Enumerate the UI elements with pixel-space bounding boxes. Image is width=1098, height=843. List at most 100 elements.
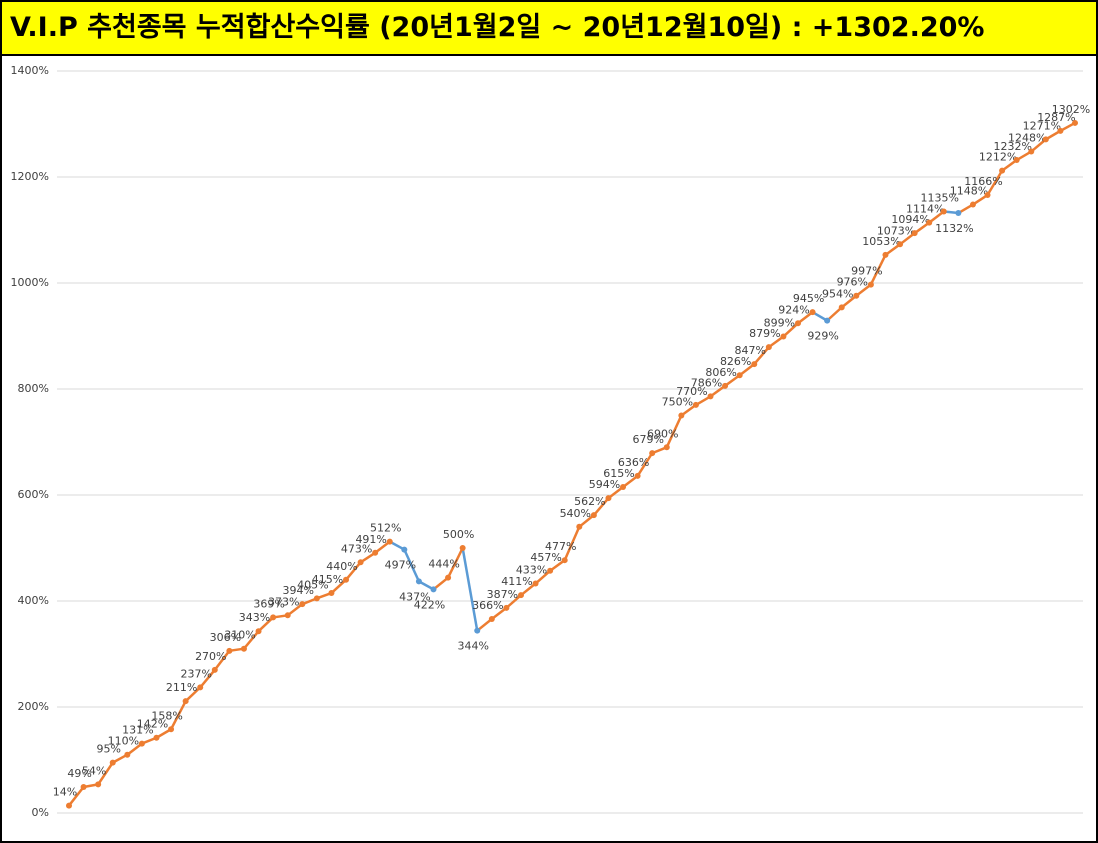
data-label: 636%	[618, 456, 649, 469]
point	[678, 412, 685, 419]
point	[838, 304, 845, 311]
data-label: 415%	[312, 573, 343, 586]
y-tick-label: 0%	[32, 806, 49, 819]
point	[168, 726, 175, 733]
line-segment	[680, 403, 697, 417]
line-segment	[184, 686, 202, 703]
data-label: 976%	[837, 276, 868, 289]
line-segment	[768, 335, 785, 349]
data-label: 142%	[137, 718, 168, 731]
point	[240, 645, 247, 652]
point	[197, 684, 204, 691]
data-label: 366%	[472, 599, 503, 612]
data-label: 1287%	[1037, 111, 1075, 124]
point	[634, 472, 641, 479]
point	[911, 230, 918, 237]
data-label: 1132%	[935, 222, 973, 235]
data-label: 1053%	[862, 235, 900, 248]
point	[284, 612, 291, 619]
data-label: 1302%	[1052, 103, 1090, 116]
line-segment	[665, 414, 683, 448]
data-label: 826%	[720, 355, 751, 368]
data-label: 110%	[108, 735, 139, 748]
data-label: 1232%	[993, 140, 1031, 153]
data-label: 343%	[239, 611, 270, 624]
line-segment	[928, 210, 945, 224]
point	[532, 580, 539, 587]
point	[270, 614, 277, 621]
data-label: 690%	[647, 427, 678, 440]
data-label: 847%	[735, 344, 766, 357]
line-segment	[913, 221, 930, 235]
point	[1042, 136, 1049, 143]
line-segment	[869, 254, 887, 286]
point	[620, 484, 627, 491]
line-segment	[476, 618, 493, 632]
data-label: 770%	[676, 385, 707, 398]
data-label: 473%	[341, 542, 372, 555]
data-label: 945%	[793, 292, 824, 305]
point	[722, 382, 729, 389]
data-label: 924%	[778, 303, 809, 316]
point	[955, 210, 962, 217]
data-label: 440%	[326, 560, 357, 573]
line-segment	[622, 474, 639, 489]
y-tick-label: 1000%	[11, 276, 49, 289]
data-label: 512%	[370, 522, 401, 535]
point	[794, 320, 801, 327]
point	[765, 344, 772, 351]
point	[940, 208, 947, 215]
point	[707, 393, 714, 400]
y-tick-label: 400%	[18, 594, 49, 607]
data-label: 1212%	[979, 151, 1017, 164]
chart-title: V.I.P 추천종목 누적합산수익률 (20년1월2일 ~ 20년12월10일)…	[2, 2, 1096, 56]
point	[824, 317, 831, 324]
point	[926, 219, 933, 226]
data-label: 457%	[530, 551, 561, 564]
data-label: 929%	[807, 330, 838, 343]
line-segment	[724, 374, 741, 387]
point	[576, 523, 583, 530]
line-segment	[636, 452, 654, 477]
line-segment	[709, 384, 726, 398]
point	[328, 590, 335, 597]
y-tick-label: 200%	[18, 700, 49, 713]
point	[474, 627, 481, 634]
point	[984, 192, 991, 199]
line-segment	[199, 669, 216, 689]
line-segment	[884, 243, 901, 256]
point	[736, 372, 743, 379]
point	[488, 616, 495, 623]
point	[853, 292, 860, 299]
data-label: 394%	[283, 584, 314, 597]
data-label: 806%	[705, 366, 736, 379]
data-label: 95%	[97, 743, 121, 756]
point	[66, 802, 72, 809]
data-label: 899%	[764, 317, 795, 330]
point	[605, 495, 612, 502]
line-segment	[899, 232, 916, 246]
point	[357, 559, 364, 566]
point	[1028, 148, 1035, 155]
data-label: 1114%	[906, 203, 944, 216]
line-segment	[403, 549, 421, 582]
line-segment	[738, 363, 756, 377]
line-segment	[169, 700, 187, 730]
y-tick-label: 600%	[18, 488, 49, 501]
data-label: 344%	[458, 640, 489, 653]
line-segment	[126, 742, 143, 756]
point	[999, 167, 1006, 174]
point	[517, 592, 524, 599]
line-segment	[286, 603, 304, 617]
point	[80, 784, 87, 791]
point	[109, 759, 116, 766]
point	[649, 450, 656, 457]
point	[211, 666, 218, 673]
line-segment	[840, 294, 858, 309]
point	[226, 647, 233, 654]
line-segment	[461, 547, 479, 631]
data-label: 1166%	[964, 175, 1002, 188]
data-label: 540%	[560, 507, 591, 520]
data-label: 211%	[166, 681, 197, 694]
